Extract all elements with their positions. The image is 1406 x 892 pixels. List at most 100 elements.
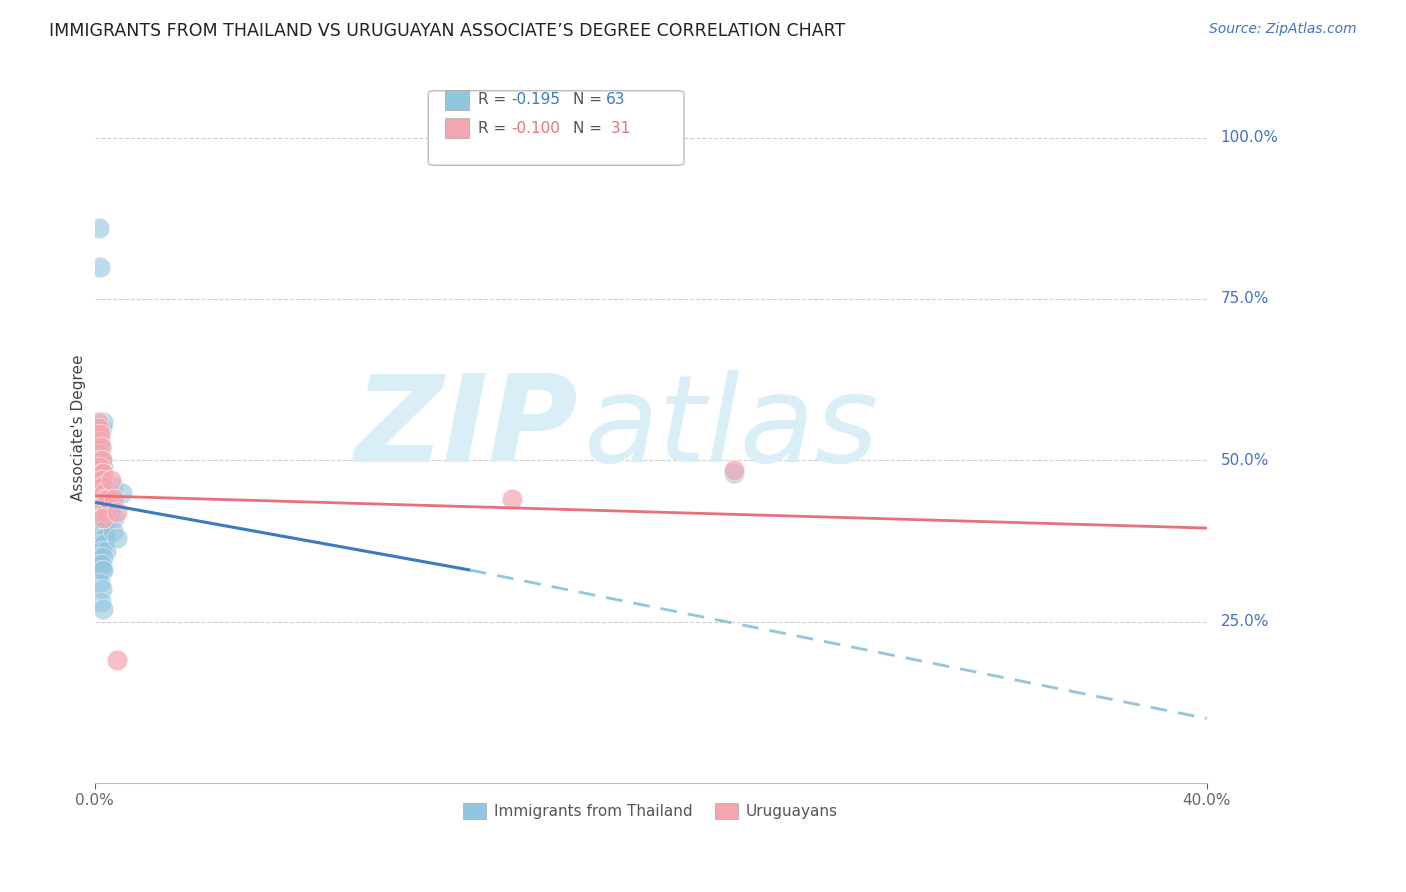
Point	[91, 531, 114, 545]
Point	[89, 531, 111, 545]
Point	[97, 491, 120, 506]
Point	[89, 505, 111, 519]
Point	[101, 524, 124, 539]
Point	[90, 453, 112, 467]
Point	[87, 505, 110, 519]
Point	[103, 491, 125, 506]
Point	[89, 499, 111, 513]
Point	[93, 524, 115, 539]
Point	[90, 491, 112, 506]
Point	[94, 543, 117, 558]
Point	[89, 550, 111, 565]
Point	[90, 582, 112, 597]
FancyBboxPatch shape	[444, 90, 470, 110]
Point	[90, 453, 112, 467]
Point	[89, 485, 111, 500]
Point	[87, 220, 110, 235]
Point	[111, 485, 134, 500]
Point	[89, 517, 111, 532]
Point	[93, 479, 115, 493]
Text: ZIP: ZIP	[354, 369, 578, 486]
Point	[94, 505, 117, 519]
FancyBboxPatch shape	[444, 119, 470, 138]
Point	[90, 479, 112, 493]
Text: 100.0%: 100.0%	[1220, 130, 1278, 145]
Point	[94, 491, 117, 506]
Text: 75.0%: 75.0%	[1220, 292, 1268, 307]
Text: -0.195: -0.195	[512, 93, 561, 107]
Point	[89, 427, 111, 442]
Point	[98, 505, 121, 519]
Y-axis label: Associate's Degree: Associate's Degree	[72, 355, 86, 501]
Point	[93, 563, 115, 577]
Point	[90, 505, 112, 519]
Text: 50.0%: 50.0%	[1220, 453, 1268, 467]
Text: atlas: atlas	[583, 369, 879, 486]
Text: R =: R =	[478, 93, 512, 107]
Text: 63: 63	[606, 93, 626, 107]
Point	[94, 505, 117, 519]
Point	[89, 511, 111, 525]
Point	[91, 415, 114, 429]
Point	[90, 466, 112, 480]
Text: 25.0%: 25.0%	[1220, 615, 1268, 629]
Point	[89, 485, 111, 500]
Point	[105, 531, 128, 545]
Point	[91, 557, 114, 571]
Point	[94, 511, 117, 525]
Point	[87, 421, 110, 435]
Point	[91, 511, 114, 525]
Point	[103, 511, 125, 525]
Text: N =: N =	[572, 93, 606, 107]
Point	[89, 427, 111, 442]
Point	[89, 459, 111, 474]
Point	[90, 441, 112, 455]
Point	[89, 453, 111, 467]
Point	[90, 505, 112, 519]
Point	[91, 473, 114, 487]
Text: R =: R =	[478, 120, 512, 136]
Point	[93, 499, 115, 513]
Point	[90, 517, 112, 532]
Point	[90, 511, 112, 525]
Point	[91, 466, 114, 480]
Point	[100, 473, 122, 487]
Point	[91, 550, 114, 565]
Point	[90, 421, 112, 435]
Point	[89, 524, 111, 539]
Point	[89, 434, 111, 448]
Point	[89, 473, 111, 487]
Point	[93, 499, 115, 513]
Point	[91, 499, 114, 513]
Point	[93, 491, 115, 506]
Text: 31: 31	[606, 120, 630, 136]
Point	[723, 463, 745, 477]
Point	[91, 473, 114, 487]
Point	[723, 466, 745, 480]
Point	[90, 563, 112, 577]
Point	[89, 473, 111, 487]
Point	[91, 499, 114, 513]
Point	[105, 505, 128, 519]
Point	[90, 543, 112, 558]
Point	[90, 441, 112, 455]
Point	[93, 485, 115, 500]
Point	[90, 485, 112, 500]
Point	[90, 524, 112, 539]
Point	[105, 653, 128, 667]
Point	[94, 531, 117, 545]
Point	[101, 479, 124, 493]
Point	[90, 537, 112, 551]
Point	[91, 485, 114, 500]
Point	[89, 576, 111, 591]
Point	[89, 557, 111, 571]
Point	[93, 517, 115, 532]
Point	[90, 595, 112, 609]
Point	[89, 473, 111, 487]
Text: Source: ZipAtlas.com: Source: ZipAtlas.com	[1209, 22, 1357, 37]
Point	[87, 466, 110, 480]
Point	[89, 260, 111, 274]
Point	[89, 453, 111, 467]
Point	[91, 453, 114, 467]
Point	[90, 479, 112, 493]
